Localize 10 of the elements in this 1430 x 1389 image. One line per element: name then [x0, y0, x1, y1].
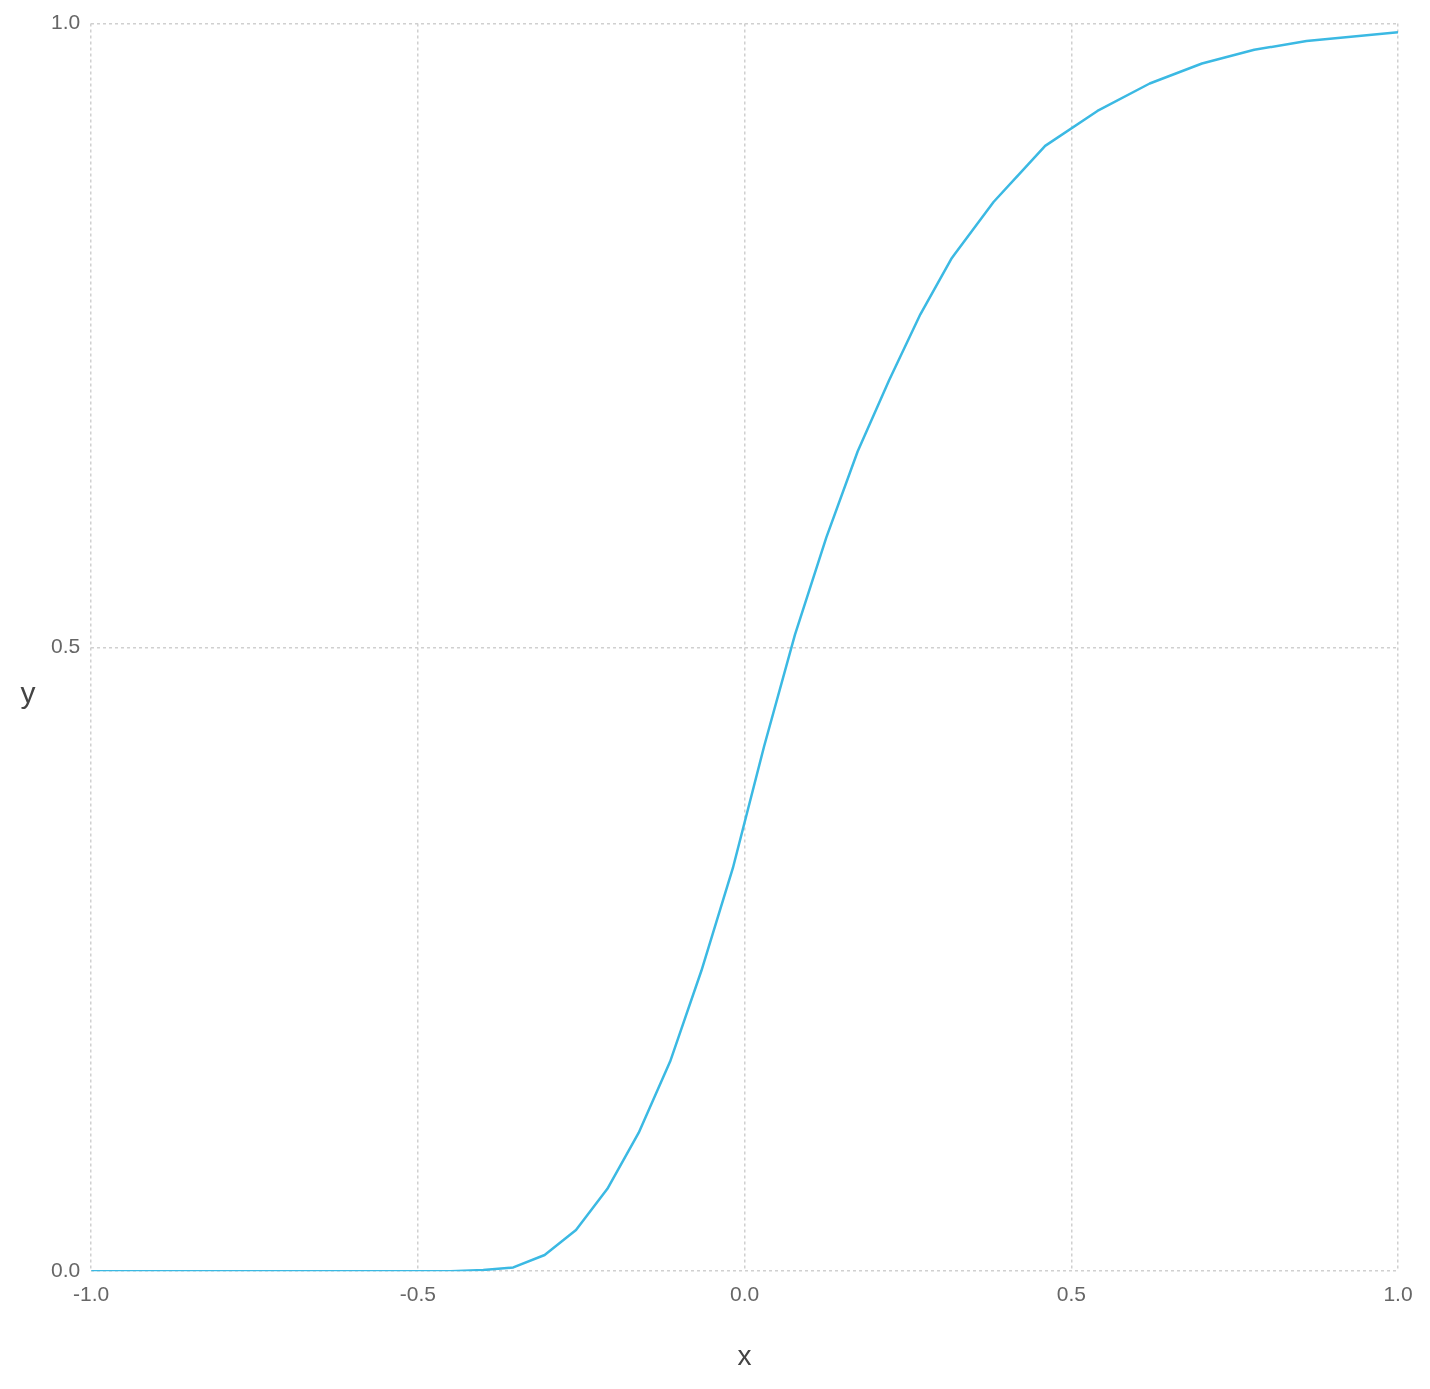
x-axis-title: x [737, 1339, 752, 1371]
x-tick-label: -0.5 [399, 1281, 436, 1305]
x-tick-label: -1.0 [73, 1281, 110, 1305]
y-axis-title: y [19, 676, 37, 710]
y-tick-label: 1.0 [50, 10, 81, 34]
x-tick-label: 1.0 [1383, 1281, 1413, 1305]
x-tick-label: 0.0 [729, 1281, 760, 1305]
x-tick-label: 0.5 [1056, 1281, 1086, 1305]
y-tick-label: 0.0 [50, 1258, 81, 1281]
y-tick-label: 0.5 [50, 634, 81, 658]
